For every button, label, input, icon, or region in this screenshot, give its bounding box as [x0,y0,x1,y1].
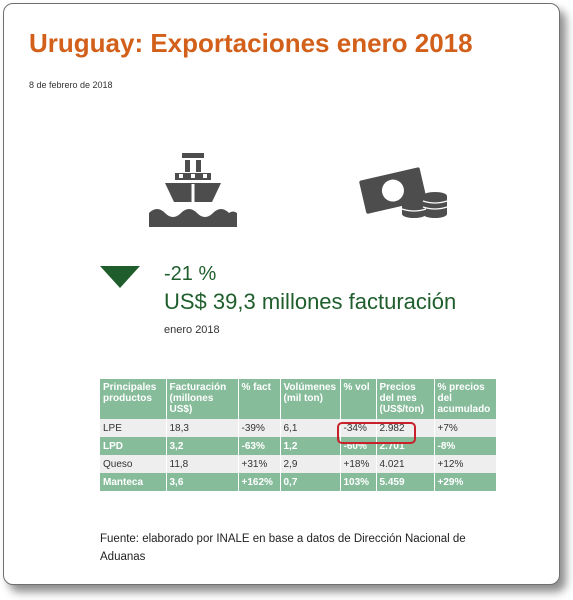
publish-date: 8 de febrero de 2018 [29,80,113,90]
ship-icon [149,153,237,227]
money-coins-icon [359,167,448,218]
table-cell: +31% [238,455,281,473]
article-card: Uruguay: Exportaciones enero 2018 8 de f… [3,3,560,585]
change-percentage: -21 % [164,263,217,285]
table-cell: 2,9 [280,455,341,473]
table-cell: 18,3 [166,419,239,437]
table-cell: 4.021 [376,455,435,473]
down-triangle-icon [100,266,140,288]
table-cell: -39% [238,419,281,437]
table-cell: 1,2 [280,437,341,455]
source-note: Fuente: elaborado por INALE en base a da… [100,533,466,563]
col-header-pct-fact: % fact [238,379,281,419]
table-cell: LPE [100,419,167,437]
table-cell: -8% [434,437,497,455]
table-cell: 11,8 [166,455,239,473]
table-cell: +162% [238,473,281,491]
table-header-row: Principales productos Facturación (millo… [100,379,497,419]
col-header-pct-precios: % precios del acumulado [434,379,497,419]
exports-table: Principales productos Facturación (millo… [100,379,497,491]
table-cell: +7% [434,419,497,437]
table-cell: 6,1 [280,419,341,437]
table-row: Manteca 3,6 +162% 0,7 103% 5.459 +29% [100,473,497,491]
col-header-volumenes: Volúmenes (mil ton) [280,379,341,419]
col-header-pct-vol: % vol [340,379,377,419]
table-cell: +12% [434,455,497,473]
table-row: LPE 18,3 -39% 6,1 -34% 2.982 +7% [100,419,497,437]
table-cell: 3,6 [166,473,239,491]
table-cell: -60% [340,437,377,455]
table-row: Queso 11,8 +31% 2,9 +18% 4.021 +12% [100,455,497,473]
col-header-precios: Precios del mes (US$/ton) [376,379,435,419]
table-cell: 3,2 [166,437,239,455]
highlight-box [337,422,416,444]
table-cell: 103% [340,473,377,491]
revenue-headline: US$ 39,3 millones facturación [164,289,457,314]
table-cell: 0,7 [280,473,341,491]
table-cell: Queso [100,455,167,473]
table-cell: -63% [238,437,281,455]
page-title: Uruguay: Exportaciones enero 2018 [29,28,473,58]
table-cell: LPD [100,437,167,455]
table-cell: Manteca [100,473,167,491]
table-cell: 5.459 [376,473,435,491]
table-row: LPD 3,2 -63% 1,2 -60% 2.701 -8% [100,437,497,455]
col-header-facturacion: Facturación (millones US$) [166,379,239,419]
table-cell: +29% [434,473,497,491]
table-cell: 2.701 [376,437,435,455]
table-cell: +18% [340,455,377,473]
col-header-productos: Principales productos [100,379,167,419]
period-label: enero 2018 [164,324,220,336]
